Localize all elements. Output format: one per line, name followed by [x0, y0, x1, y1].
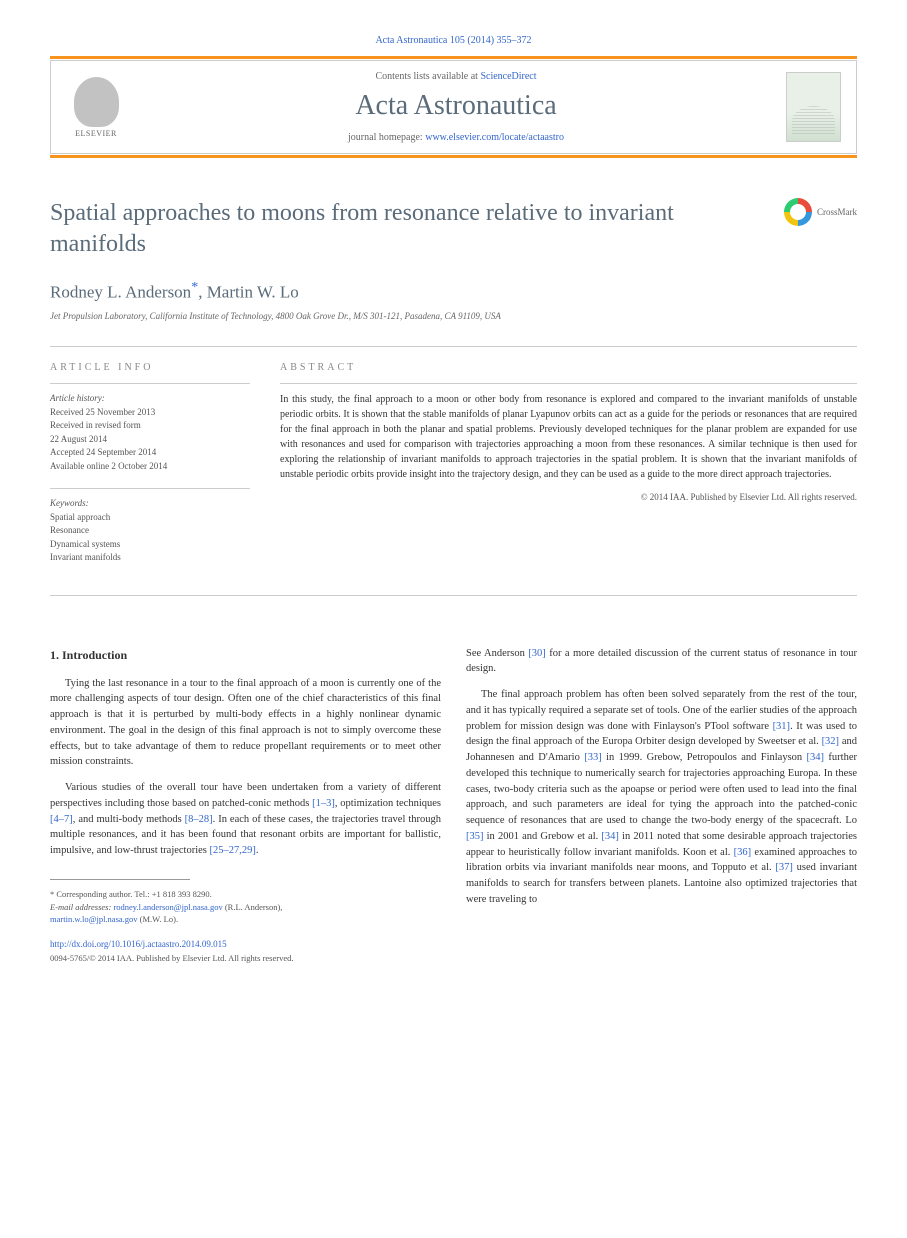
article-info-column: ARTICLE INFO Article history: Received 2… — [50, 362, 250, 580]
right-para-1: See Anderson [30] for a more detailed di… — [466, 646, 857, 678]
elsevier-logo: ELSEVIER — [66, 72, 126, 142]
info-heading: ARTICLE INFO — [50, 362, 250, 373]
info-divider-2 — [50, 488, 250, 489]
divider-top — [50, 346, 857, 347]
intro-para-2: Various studies of the overall tour have… — [50, 780, 441, 859]
abstract-divider — [280, 383, 857, 384]
ref-30[interactable]: [30] — [528, 648, 546, 659]
ref-33[interactable]: [33] — [584, 752, 602, 763]
sciencedirect-link[interactable]: ScienceDirect — [480, 71, 536, 82]
ref-37[interactable]: [37] — [775, 862, 793, 873]
title-row: Spatial approaches to moons from resonan… — [50, 198, 857, 260]
cover-decoration — [792, 106, 835, 136]
body-section: 1. Introduction Tying the last resonance… — [50, 646, 857, 965]
received-date: Received 25 November 2013 — [50, 406, 250, 420]
section-title: Introduction — [62, 648, 127, 662]
info-divider-1 — [50, 383, 250, 384]
online-date: Available online 2 October 2014 — [50, 460, 250, 474]
elsevier-label: ELSEVIER — [75, 129, 117, 138]
journal-cover-thumbnail — [786, 72, 841, 142]
ref-25-27-29[interactable]: [25–27,29] — [210, 845, 256, 856]
abstract-column: ABSTRACT In this study, the final approa… — [280, 362, 857, 580]
ref-8-28[interactable]: [8–28] — [185, 814, 213, 825]
revised-line-2: 22 August 2014 — [50, 433, 250, 447]
homepage-link[interactable]: www.elsevier.com/locate/actaastro — [425, 132, 564, 143]
info-abstract-row: ARTICLE INFO Article history: Received 2… — [50, 362, 857, 580]
homepage-line: journal homepage: www.elsevier.com/locat… — [126, 132, 786, 143]
revised-line-1: Received in revised form — [50, 419, 250, 433]
author-sep: , — [198, 283, 207, 302]
ref-4-7[interactable]: [4–7] — [50, 814, 73, 825]
email-1-name: (R.L. Anderson), — [223, 902, 283, 912]
doi-link[interactable]: http://dx.doi.org/10.1016/j.actaastro.20… — [50, 939, 227, 949]
ref-1-3[interactable]: [1–3] — [312, 798, 335, 809]
bottom-orange-bar — [50, 155, 857, 158]
abstract-heading: ABSTRACT — [280, 362, 857, 373]
journal-header: ELSEVIER Contents lists available at Sci… — [50, 60, 857, 154]
article-history: Article history: Received 25 November 20… — [50, 392, 250, 473]
keywords-section: Keywords: Spatial approach Resonance Dyn… — [50, 497, 250, 565]
crossmark-label: CrossMark — [817, 207, 857, 217]
ref-35[interactable]: [35] — [466, 831, 484, 842]
right-para-2: The final approach problem has often bee… — [466, 687, 857, 908]
affiliation: Jet Propulsion Laboratory, California In… — [50, 311, 857, 321]
history-label: Article history: — [50, 392, 250, 406]
keyword-3: Dynamical systems — [50, 538, 250, 552]
email-2-name: (M.W. Lo). — [138, 914, 179, 924]
section-1-heading: 1. Introduction — [50, 646, 441, 664]
accepted-date: Accepted 24 September 2014 — [50, 446, 250, 460]
keywords-label: Keywords: — [50, 497, 250, 511]
section-number: 1. — [50, 648, 62, 662]
email-1-link[interactable]: rodney.l.anderson@jpl.nasa.gov — [113, 902, 222, 912]
author-2: Martin W. Lo — [207, 283, 299, 302]
right-column: See Anderson [30] for a more detailed di… — [466, 646, 857, 965]
article-title: Spatial approaches to moons from resonan… — [50, 198, 764, 260]
p2-text-e: . — [256, 845, 259, 856]
rp2-f: in 2001 and Grebow et al. — [484, 831, 602, 842]
elsevier-tree-icon — [74, 77, 119, 127]
contents-line: Contents lists available at ScienceDirec… — [126, 71, 786, 82]
keyword-1: Spatial approach — [50, 511, 250, 525]
two-column-layout: 1. Introduction Tying the last resonance… — [50, 646, 857, 965]
ref-36[interactable]: [36] — [734, 847, 752, 858]
crossmark-badge[interactable]: CrossMark — [784, 198, 857, 226]
doi-line: http://dx.doi.org/10.1016/j.actaastro.20… — [50, 938, 441, 952]
keyword-2: Resonance — [50, 524, 250, 538]
ref-31[interactable]: [31] — [773, 721, 791, 732]
rp1-a: See Anderson — [466, 648, 528, 659]
copyright-bottom: 0094-5765/© 2014 IAA. Published by Elsev… — [50, 952, 441, 965]
abstract-copyright: © 2014 IAA. Published by Elsevier Ltd. A… — [280, 492, 857, 502]
crossmark-icon — [784, 198, 812, 226]
ref-34b[interactable]: [34] — [601, 831, 619, 842]
p2-text-c: , and multi-body methods — [73, 814, 185, 825]
rp2-d: in 1999. Grebow, Petropoulos and Finlays… — [602, 752, 807, 763]
email-label: E-mail addresses: — [50, 902, 113, 912]
corr-tel: +1 818 393 8290. — [152, 889, 212, 899]
journal-reference: Acta Astronautica 105 (2014) 355–372 — [50, 35, 857, 46]
ref-34[interactable]: [34] — [807, 752, 825, 763]
top-orange-bar — [50, 56, 857, 59]
journal-name: Acta Astronautica — [126, 90, 786, 122]
author-1: Rodney L. Anderson — [50, 283, 191, 302]
abstract-text: In this study, the final approach to a m… — [280, 392, 857, 482]
divider-bottom — [50, 595, 857, 596]
email-2-link[interactable]: martin.w.lo@jpl.nasa.gov — [50, 914, 138, 924]
keyword-4: Invariant manifolds — [50, 551, 250, 565]
corr-label: * Corresponding author. Tel.: — [50, 889, 152, 899]
rp2-e: further developed this technique to nume… — [466, 752, 857, 826]
authors-line: Rodney L. Anderson*, Martin W. Lo — [50, 280, 857, 303]
contents-prefix: Contents lists available at — [375, 71, 480, 82]
ref-32[interactable]: [32] — [822, 736, 840, 747]
p2-text-b: , optimization techniques — [335, 798, 441, 809]
homepage-prefix: journal homepage: — [348, 132, 425, 143]
header-center: Contents lists available at ScienceDirec… — [126, 71, 786, 143]
corresponding-footnote: * Corresponding author. Tel.: +1 818 393… — [50, 888, 441, 926]
footnote-separator — [50, 879, 190, 880]
left-column: 1. Introduction Tying the last resonance… — [50, 646, 441, 965]
intro-para-1: Tying the last resonance in a tour to th… — [50, 676, 441, 771]
